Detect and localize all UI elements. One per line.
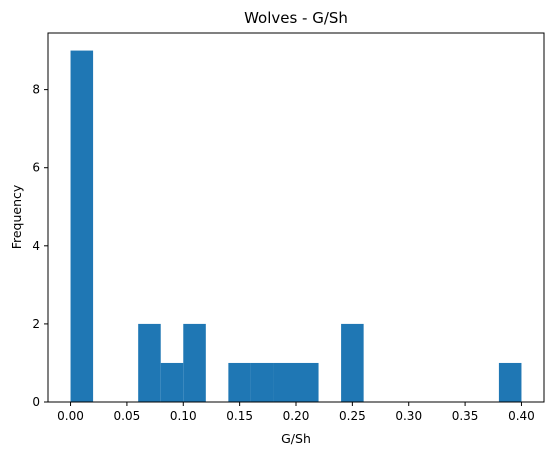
histogram-bar — [499, 363, 522, 402]
chart-title: Wolves - G/Sh — [244, 9, 348, 27]
histogram-bar — [251, 363, 274, 402]
y-tick-label: 2 — [32, 317, 40, 331]
x-tick-label: 0.20 — [283, 409, 310, 423]
histogram-bar — [228, 363, 251, 402]
histogram-bar — [341, 324, 364, 402]
histogram-bar — [138, 324, 161, 402]
x-tick-label: 0.15 — [226, 409, 253, 423]
x-axis-label: G/Sh — [281, 431, 311, 446]
histogram-bar — [183, 324, 206, 402]
x-tick-label: 0.25 — [339, 409, 366, 423]
y-axis-ticks: 0 2 4 6 8 — [32, 83, 48, 409]
x-tick-label: 0.35 — [452, 409, 479, 423]
bars-group — [71, 51, 522, 402]
x-axis-ticks: 0.00 0.05 0.10 0.15 0.20 0.25 0.30 0.35 0.40 — [57, 402, 535, 423]
histogram-bar — [71, 51, 94, 402]
x-tick-label: 0.10 — [170, 409, 197, 423]
histogram-bar — [273, 363, 296, 402]
y-tick-label: 6 — [32, 161, 40, 175]
y-tick-label: 0 — [32, 395, 40, 409]
y-tick-label: 4 — [32, 239, 40, 253]
histogram-bar — [161, 363, 184, 402]
plot-frame — [48, 33, 544, 402]
x-tick-label: 0.05 — [114, 409, 141, 423]
y-axis-label: Frequency — [9, 184, 24, 249]
x-tick-label: 0.30 — [395, 409, 422, 423]
x-tick-label: 0.40 — [508, 409, 535, 423]
histogram-bar — [296, 363, 319, 402]
y-tick-label: 8 — [32, 83, 40, 97]
x-tick-label: 0.00 — [57, 409, 84, 423]
